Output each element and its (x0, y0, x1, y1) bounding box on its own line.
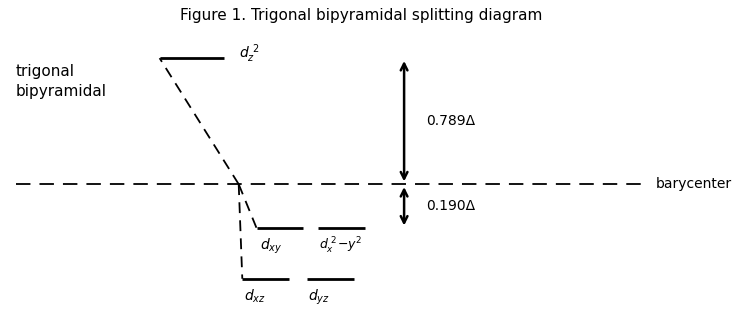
Text: $d_{xy}$: $d_{xy}$ (260, 236, 283, 256)
Text: 0.190Δ: 0.190Δ (426, 199, 474, 213)
Text: $d_{xz}$: $d_{xz}$ (244, 287, 266, 305)
Text: barycenter: barycenter (656, 177, 732, 191)
Text: $d_x^{\ 2}\!-\!y^2$: $d_x^{\ 2}\!-\!y^2$ (319, 236, 363, 256)
Text: $d_z^{\ 2}$: $d_z^{\ 2}$ (239, 42, 259, 65)
Text: trigonal
bipyramidal: trigonal bipyramidal (16, 65, 107, 99)
Text: 0.789Δ: 0.789Δ (426, 114, 474, 128)
Text: Figure 1. Trigonal bipyramidal splitting diagram: Figure 1. Trigonal bipyramidal splitting… (180, 8, 542, 23)
Text: $d_{yz}$: $d_{yz}$ (308, 287, 330, 307)
